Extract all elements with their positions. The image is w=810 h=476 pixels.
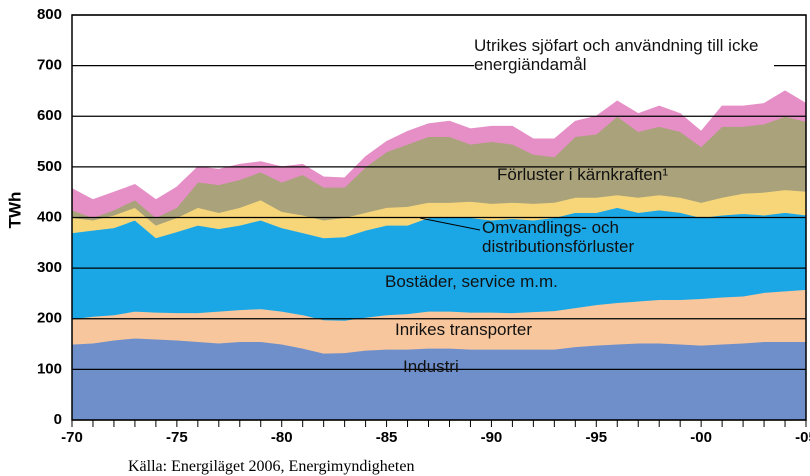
y-tick-label: 700	[37, 57, 62, 74]
x-tick-label: -85	[376, 429, 398, 446]
series-label: Inrikes transporter	[395, 320, 532, 339]
y-tick-label: 100	[37, 360, 62, 377]
series-label: Bostäder, service m.m.	[385, 272, 558, 291]
x-tick-label: -90	[481, 429, 503, 446]
x-tick-label: -05	[795, 429, 810, 446]
x-tick-label: -80	[271, 429, 293, 446]
series-label: Förluster i kärnkraften¹	[497, 165, 668, 184]
series-label: Omvandlings- och distributionsförluster	[482, 218, 635, 256]
x-tick-label: -70	[61, 429, 83, 446]
y-tick-label: 200	[37, 310, 62, 327]
y-tick-label: 600	[37, 107, 62, 124]
series-label: Industri	[403, 357, 459, 376]
x-tick-label: -75	[166, 429, 188, 446]
leader-line	[419, 217, 481, 231]
y-tick-label: 800	[37, 6, 62, 23]
x-tick-label: -95	[585, 429, 607, 446]
series-label: Utrikes sjöfart och användning till icke…	[474, 36, 774, 74]
y-tick-label: 500	[37, 158, 62, 175]
area	[71, 337, 807, 421]
source-note: Källa: Energiläget 2006, Energimyndighet…	[128, 458, 415, 475]
plot-frame	[71, 14, 807, 421]
y-tick-label: 400	[37, 208, 62, 225]
x-tick-label: -00	[690, 429, 712, 446]
y-tick-label: 300	[37, 259, 62, 276]
y-axis-label: TWh	[5, 192, 24, 229]
y-tick-label: 0	[54, 411, 62, 428]
